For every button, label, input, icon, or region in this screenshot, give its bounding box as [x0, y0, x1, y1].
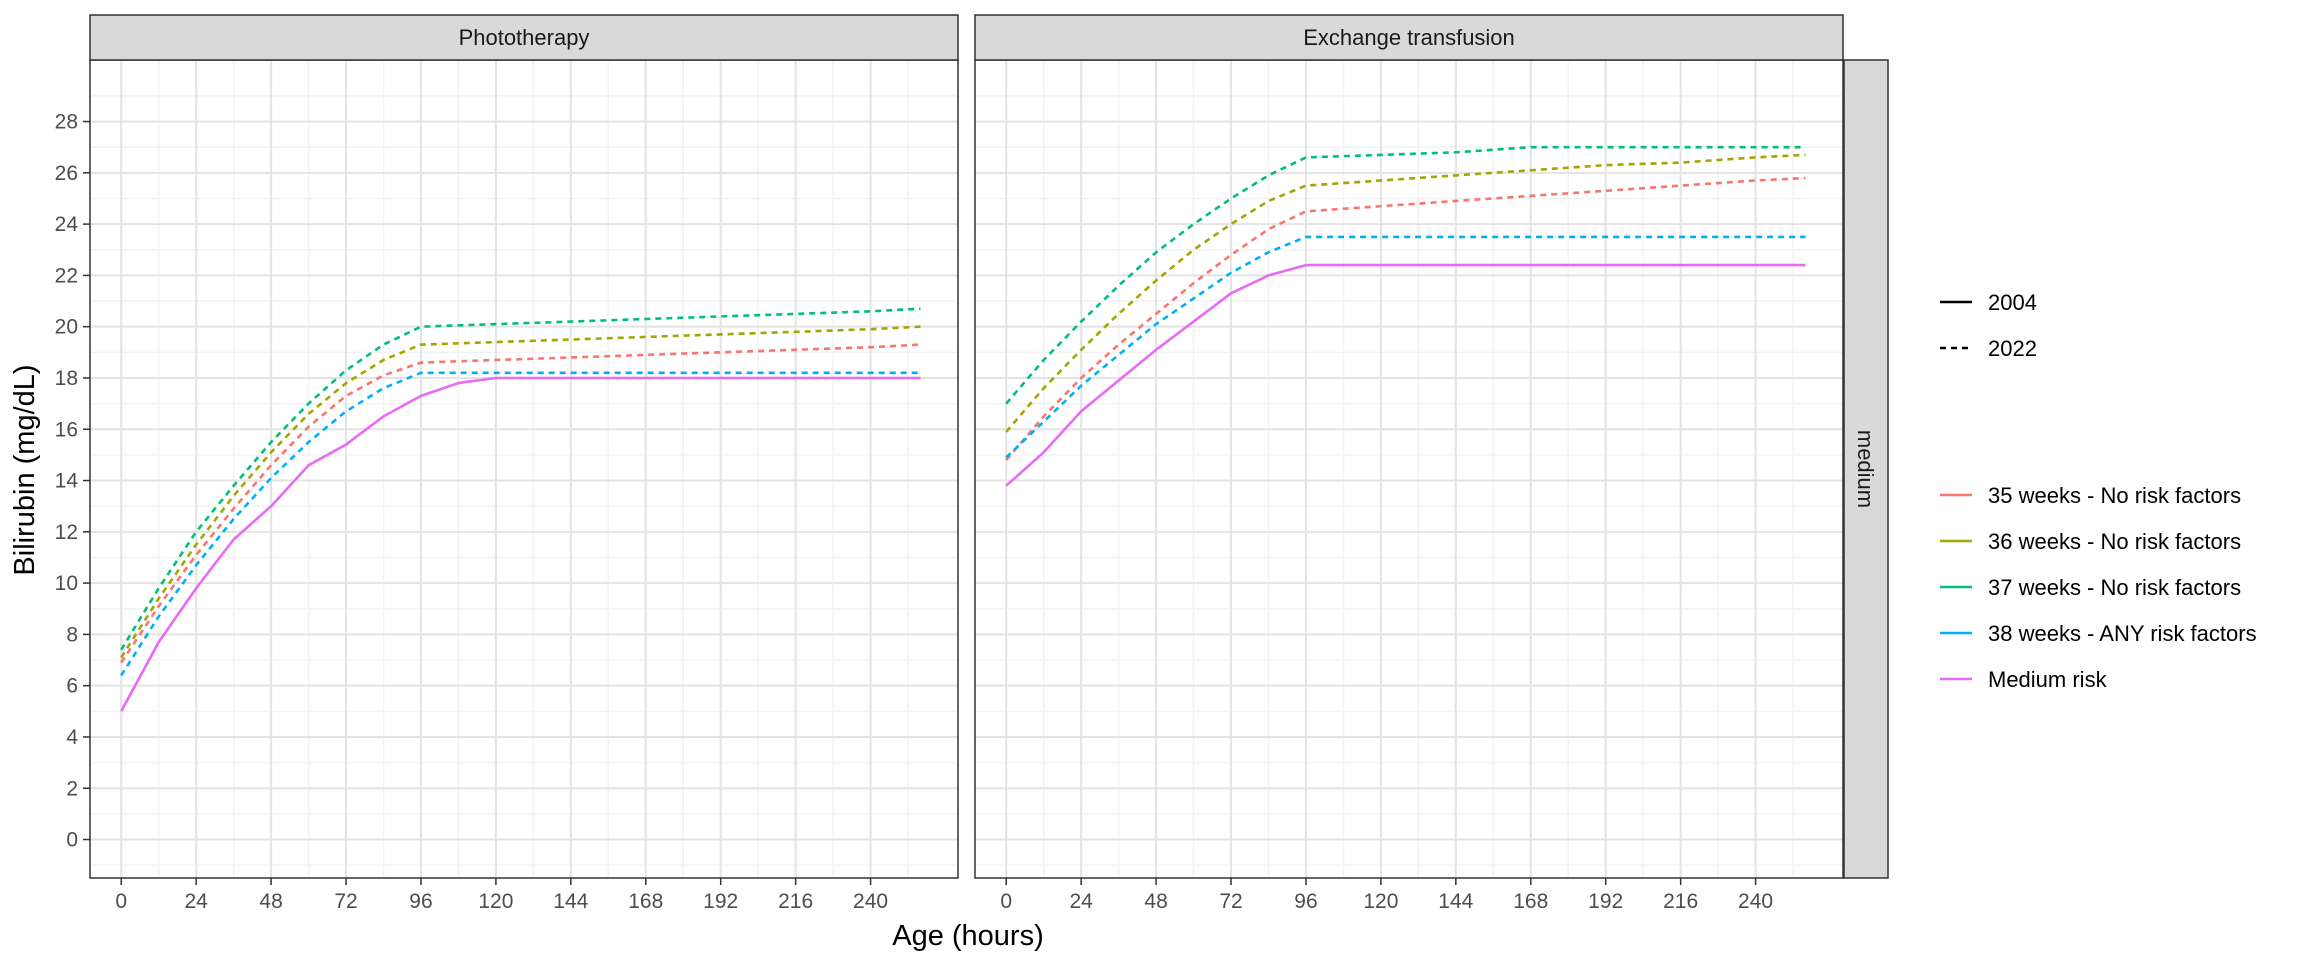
row-facet-strip: medium: [1843, 59, 1889, 879]
x-tick-label: 0: [1000, 890, 1012, 913]
series-line-38-weeks-any-risk-factors-2022: [1005, 235, 1806, 459]
x-tick-label: 48: [259, 890, 282, 913]
y-tick-label: 20: [55, 316, 78, 339]
legend-label-color: 37 weeks - No risk factors: [1988, 575, 2241, 600]
x-tick-label: 96: [409, 890, 432, 913]
x-tick-label: 240: [1738, 890, 1773, 913]
x-tick-label: 72: [334, 890, 357, 913]
series-line-35-weeks-no-risk-factors-2022: [120, 343, 921, 664]
y-tick-label: 14: [55, 470, 79, 493]
row-strip-background: [1843, 59, 1889, 879]
y-tick-label: 16: [55, 418, 78, 441]
x-tick-label: 216: [778, 890, 813, 913]
x-tick-label: 144: [1438, 890, 1473, 913]
y-tick-label: 4: [66, 726, 78, 749]
legend-label-color: 38 weeks - ANY risk factors: [1988, 621, 2257, 646]
x-tick-label: 192: [703, 890, 738, 913]
y-tick-label: 12: [55, 521, 78, 544]
series-line-37-weeks-no-risk-factors-2022: [1005, 145, 1806, 405]
x-tick-label: 120: [1363, 890, 1398, 913]
facet-strip: [974, 14, 1844, 61]
series-line-medium-risk-2004: [120, 376, 921, 712]
legend-label-color: Medium risk: [1988, 667, 2108, 692]
x-tick-label: 120: [478, 890, 513, 913]
series-line-medium-risk-2004: [1005, 263, 1806, 487]
legend-label-color: 36 weeks - No risk factors: [1988, 529, 2241, 554]
y-tick-label: 28: [55, 111, 78, 134]
y-axis-title: Bilirubin (mg/dL): [9, 364, 41, 575]
series-line-37-weeks-no-risk-factors-2022: [120, 307, 921, 651]
series-line-36-weeks-no-risk-factors-2022: [120, 325, 921, 659]
x-tick-label: 216: [1663, 890, 1698, 913]
y-tick-label: 26: [55, 162, 78, 185]
y-tick-label: 10: [55, 572, 78, 595]
x-tick-label: 24: [1069, 890, 1093, 913]
series-line-36-weeks-no-risk-factors-2022: [1005, 153, 1806, 433]
row-strip-label: medium: [1853, 430, 1878, 508]
x-tick-label: 0: [115, 890, 127, 913]
facet-strip-label: Phototherapy: [459, 25, 590, 50]
x-tick-label: 96: [1294, 890, 1317, 913]
y-tick-label: 2: [66, 777, 78, 800]
legend-label-linetype: 2004: [1988, 290, 2037, 315]
y-tick-label: 6: [66, 675, 78, 698]
series-line-38-weeks-any-risk-factors-2022: [120, 371, 921, 677]
x-tick-label: 48: [1144, 890, 1167, 913]
facet-strip: [89, 14, 959, 61]
y-tick-label: 0: [66, 829, 78, 852]
legend: 2004 2022 35 weeks - No risk factors 36 wee…: [1940, 290, 2257, 692]
panel-phototherapy: Phototherapy 0 24 48 72 96 120 144 168 192 216 240: [89, 14, 959, 913]
legend-label-linetype: 2022: [1988, 336, 2037, 361]
x-tick-label: 168: [628, 890, 663, 913]
x-tick-label: 168: [1513, 890, 1548, 913]
panel-exchange-transfusion: Exchange transfusion 0 24 48 72 96 120 144 168 19…: [974, 14, 1844, 913]
x-tick-label: 24: [184, 890, 208, 913]
x-tick-label: 240: [853, 890, 888, 913]
x-tick-label: 192: [1588, 890, 1623, 913]
legend-label-color: 35 weeks - No risk factors: [1988, 483, 2241, 508]
x-tick-label: 144: [553, 890, 588, 913]
y-tick-label: 24: [55, 213, 79, 236]
y-tick-label: 18: [55, 367, 78, 390]
x-tick-label: 72: [1219, 890, 1242, 913]
facet-strip-label: Exchange transfusion: [1303, 25, 1515, 50]
panel-background: [975, 60, 1843, 878]
series-line-35-weeks-no-risk-factors-2022: [1005, 176, 1806, 461]
y-tick-label: 8: [66, 623, 78, 646]
panel-background: [90, 60, 958, 878]
y-tick-label: 22: [55, 264, 78, 287]
x-axis-title: Age (hours): [892, 920, 1044, 952]
